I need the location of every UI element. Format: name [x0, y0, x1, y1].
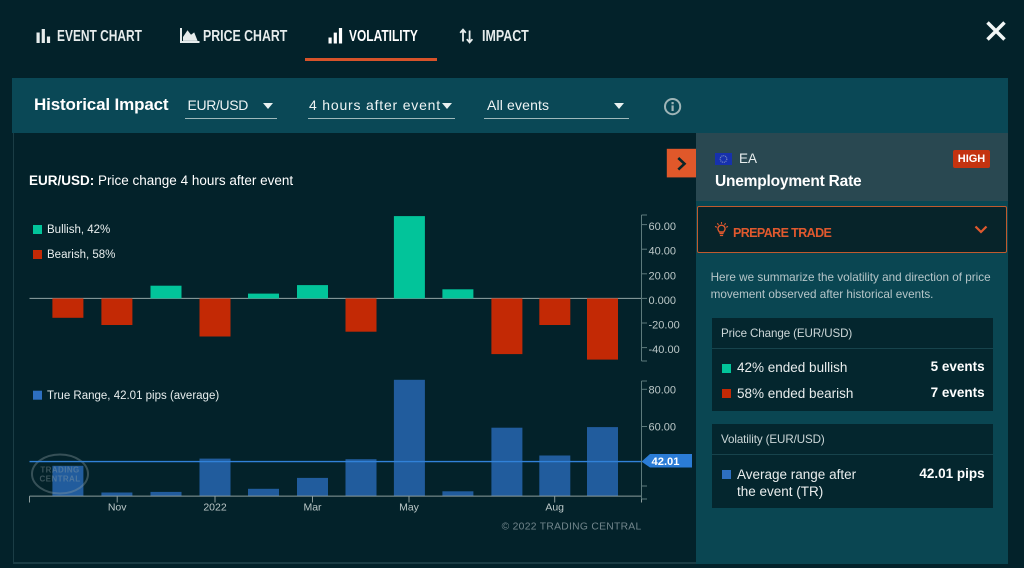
svg-text:May: May	[399, 502, 420, 514]
svg-text:© 2022 TRADING CENTRAL: © 2022 TRADING CENTRAL	[502, 521, 642, 532]
svg-text:Nov: Nov	[108, 502, 127, 514]
svg-text:2022: 2022	[203, 502, 227, 514]
svg-text:Bearish, 58%: Bearish, 58%	[47, 249, 115, 261]
svg-text:60.00: 60.00	[649, 422, 677, 434]
svg-text:-20.00: -20.00	[649, 320, 680, 332]
svg-text:Aug: Aug	[545, 502, 564, 514]
svg-text:0.000: 0.000	[649, 295, 677, 307]
svg-text:40.00: 40.00	[649, 246, 677, 258]
svg-text:60.00: 60.00	[649, 221, 677, 233]
svg-text:Mar: Mar	[303, 502, 322, 514]
svg-text:42.01: 42.01	[652, 456, 680, 468]
svg-text:Bullish, 42%: Bullish, 42%	[47, 224, 110, 236]
svg-text:20.00: 20.00	[649, 270, 677, 282]
svg-text:-40.00: -40.00	[649, 344, 680, 356]
svg-text:True Range, 42.01 pips (averag: True Range, 42.01 pips (average)	[47, 390, 219, 402]
svg-text:80.00: 80.00	[649, 385, 677, 397]
svg-text:CENTRAL: CENTRAL	[39, 475, 80, 484]
svg-text:TRADING: TRADING	[40, 466, 79, 475]
svg-text:EUR/USD: Price change 4 hours: EUR/USD: Price change 4 hours after even…	[29, 173, 293, 188]
